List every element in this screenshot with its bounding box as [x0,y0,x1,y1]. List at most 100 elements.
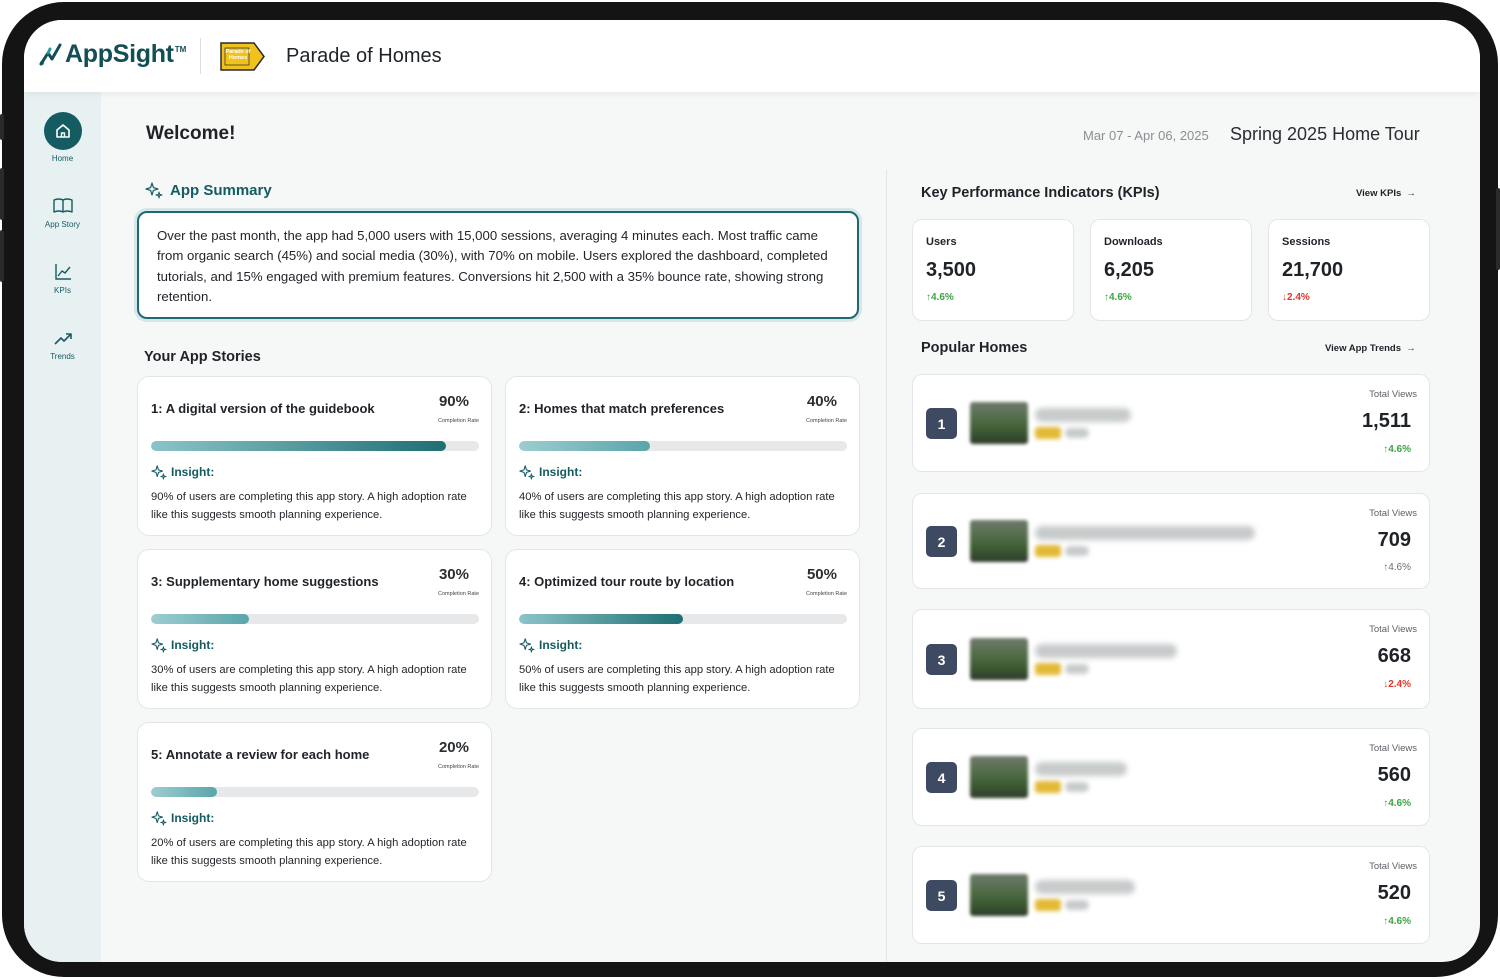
nav-app-story-label: App Story [44,220,81,229]
insight-label: Insight: [171,465,215,479]
story-card[interactable]: 5: Annotate a review for each home 20% Com… [137,722,492,882]
kpi-label: Users [926,236,957,248]
total-views-label: Total Views [1369,389,1417,400]
app-summary-text: Over the past month, the app had 5,000 u… [137,211,859,319]
sparkle-icon [145,182,163,199]
home-tag-redacted [1035,899,1061,911]
kpi-card-users[interactable]: Users 3,500 ↑4.6% [912,219,1074,321]
progress-fill [151,787,217,797]
home-thumbnail [970,638,1028,680]
insight-label: Insight: [539,638,583,652]
total-views-label: Total Views [1369,508,1417,519]
home-thumbnail [970,402,1028,444]
app-summary-title: App Summary [170,182,272,199]
trending-icon [53,333,72,345]
home-tag-redacted [1035,781,1061,793]
popular-home-card[interactable]: 4 Total Views 560 ↑4.6% [912,728,1430,826]
sparkle-icon [151,811,167,826]
home-tag-redacted [1035,427,1061,439]
kpi-change-value: 2.4% [1287,292,1310,303]
nav-app-story[interactable]: App Story [24,196,101,229]
insight-header: Insight: [151,464,214,480]
completion-rate-label: Completion Rate [438,418,479,424]
total-views-value: 668 [1377,645,1411,667]
story-card[interactable]: 1: A digital version of the guidebook 90%… [137,376,492,536]
arrow-right-icon: → [1403,188,1417,199]
view-app-trends-link[interactable]: View App Trends → [1325,343,1416,354]
home-number-redacted [1065,428,1089,438]
views-change: ↓2.4% [1383,679,1411,690]
arrow-up-icon: ↑ [1383,562,1389,573]
insight-text: 20% of users are completing this app sto… [151,837,467,867]
views-change-value: 2.4% [1388,679,1411,690]
book-icon [52,198,73,213]
nav-trends[interactable]: Trends [24,330,101,361]
kpi-value: 6,205 [1104,259,1155,281]
progress-track [151,787,479,797]
nav-home[interactable]: Home [24,112,101,163]
popular-home-card[interactable]: 1 Total Views 1,511 ↑4.6% [912,374,1430,472]
popular-home-card[interactable]: 3 Total Views 668 ↓2.4% [912,609,1430,709]
arrow-up-icon: ↑ [1383,916,1389,927]
story-card[interactable]: 4: Optimized tour route by location 50% Co… [505,549,860,709]
progress-track [151,614,479,624]
view-app-trends-link-label: View App Trends [1325,343,1402,354]
builder-name-redacted [1035,880,1135,894]
progress-track [151,441,479,451]
appsight-logo[interactable]: AppSight TM [38,40,186,69]
home-tag-redacted [1035,545,1061,557]
kpi-change-value: 4.6% [1109,292,1132,303]
brand-trademark: TM [174,45,187,54]
view-kpis-link[interactable]: View KPIs → [1356,188,1416,199]
parade-of-homes-logo-text: Parade of Homes [225,49,251,61]
popular-home-card[interactable]: 2 Total Views 709 ↑4.6% [912,493,1430,589]
views-change: ↑4.6% [1383,798,1411,809]
line-chart-icon [54,264,71,280]
device-power-button [1496,188,1500,270]
arrow-down-icon: ↓ [1383,679,1389,690]
home-thumbnail [970,756,1028,798]
tour-name[interactable]: Spring 2025 Home Tour [1230,124,1420,144]
story-card[interactable]: 3: Supplementary home suggestions 30% Comp… [137,549,492,709]
completion-percent: 30% [438,566,469,583]
nav-kpis[interactable]: KPIs [24,262,101,295]
total-views-label: Total Views [1369,861,1417,872]
app-screen: AppSight TM Parade of Homes Parade of Ho… [24,20,1480,962]
completion-rate-label: Completion Rate [806,591,847,597]
completion-rate-label: Completion Rate [438,591,479,597]
completion-rate-label: Completion Rate [438,764,479,770]
kpi-change: ↑4.6% [1104,292,1132,303]
brand-name: AppSight [65,40,174,68]
kpi-card-downloads[interactable]: Downloads 6,205 ↑4.6% [1090,219,1252,321]
popular-home-card[interactable]: 5 Total Views 520 ↑4.6% [912,846,1430,944]
total-views-label: Total Views [1369,624,1417,635]
arrow-down-icon: ↓ [1282,292,1287,303]
insight-label: Insight: [539,465,583,479]
device-side-button [0,114,4,140]
builder-name-redacted [1035,644,1177,658]
story-card[interactable]: 2: Homes that match preferences 40% Comple… [505,376,860,536]
rank-badge: 3 [926,644,957,675]
views-change-value: 4.6% [1388,562,1411,573]
completion-percent: 40% [806,393,837,410]
insight-header: Insight: [151,637,214,653]
arrow-up-icon: ↑ [1104,292,1109,303]
arrow-up-icon: ↑ [926,292,931,303]
rank-badge: 1 [926,408,957,439]
date-range[interactable]: Mar 07 - Apr 06, 2025 [1083,128,1209,143]
progress-fill [519,441,651,451]
views-change-value: 4.6% [1388,798,1411,809]
insight-header: Insight: [519,637,582,653]
home-thumbnail [970,874,1028,916]
views-change-value: 4.6% [1388,916,1411,927]
home-number-redacted [1065,900,1089,910]
project-title: Parade of Homes [286,45,442,67]
kpi-card-sessions[interactable]: Sessions 21,700 ↓2.4% [1268,219,1430,321]
kpi-value: 21,700 [1282,259,1344,281]
kpi-label: Downloads [1104,236,1163,248]
story-title: 5: Annotate a review for each home [151,747,370,762]
device-volume-down-button [0,230,4,282]
kpi-change-value: 4.6% [931,292,954,303]
completion-percent: 50% [806,566,837,583]
rank-badge: 5 [926,880,957,911]
